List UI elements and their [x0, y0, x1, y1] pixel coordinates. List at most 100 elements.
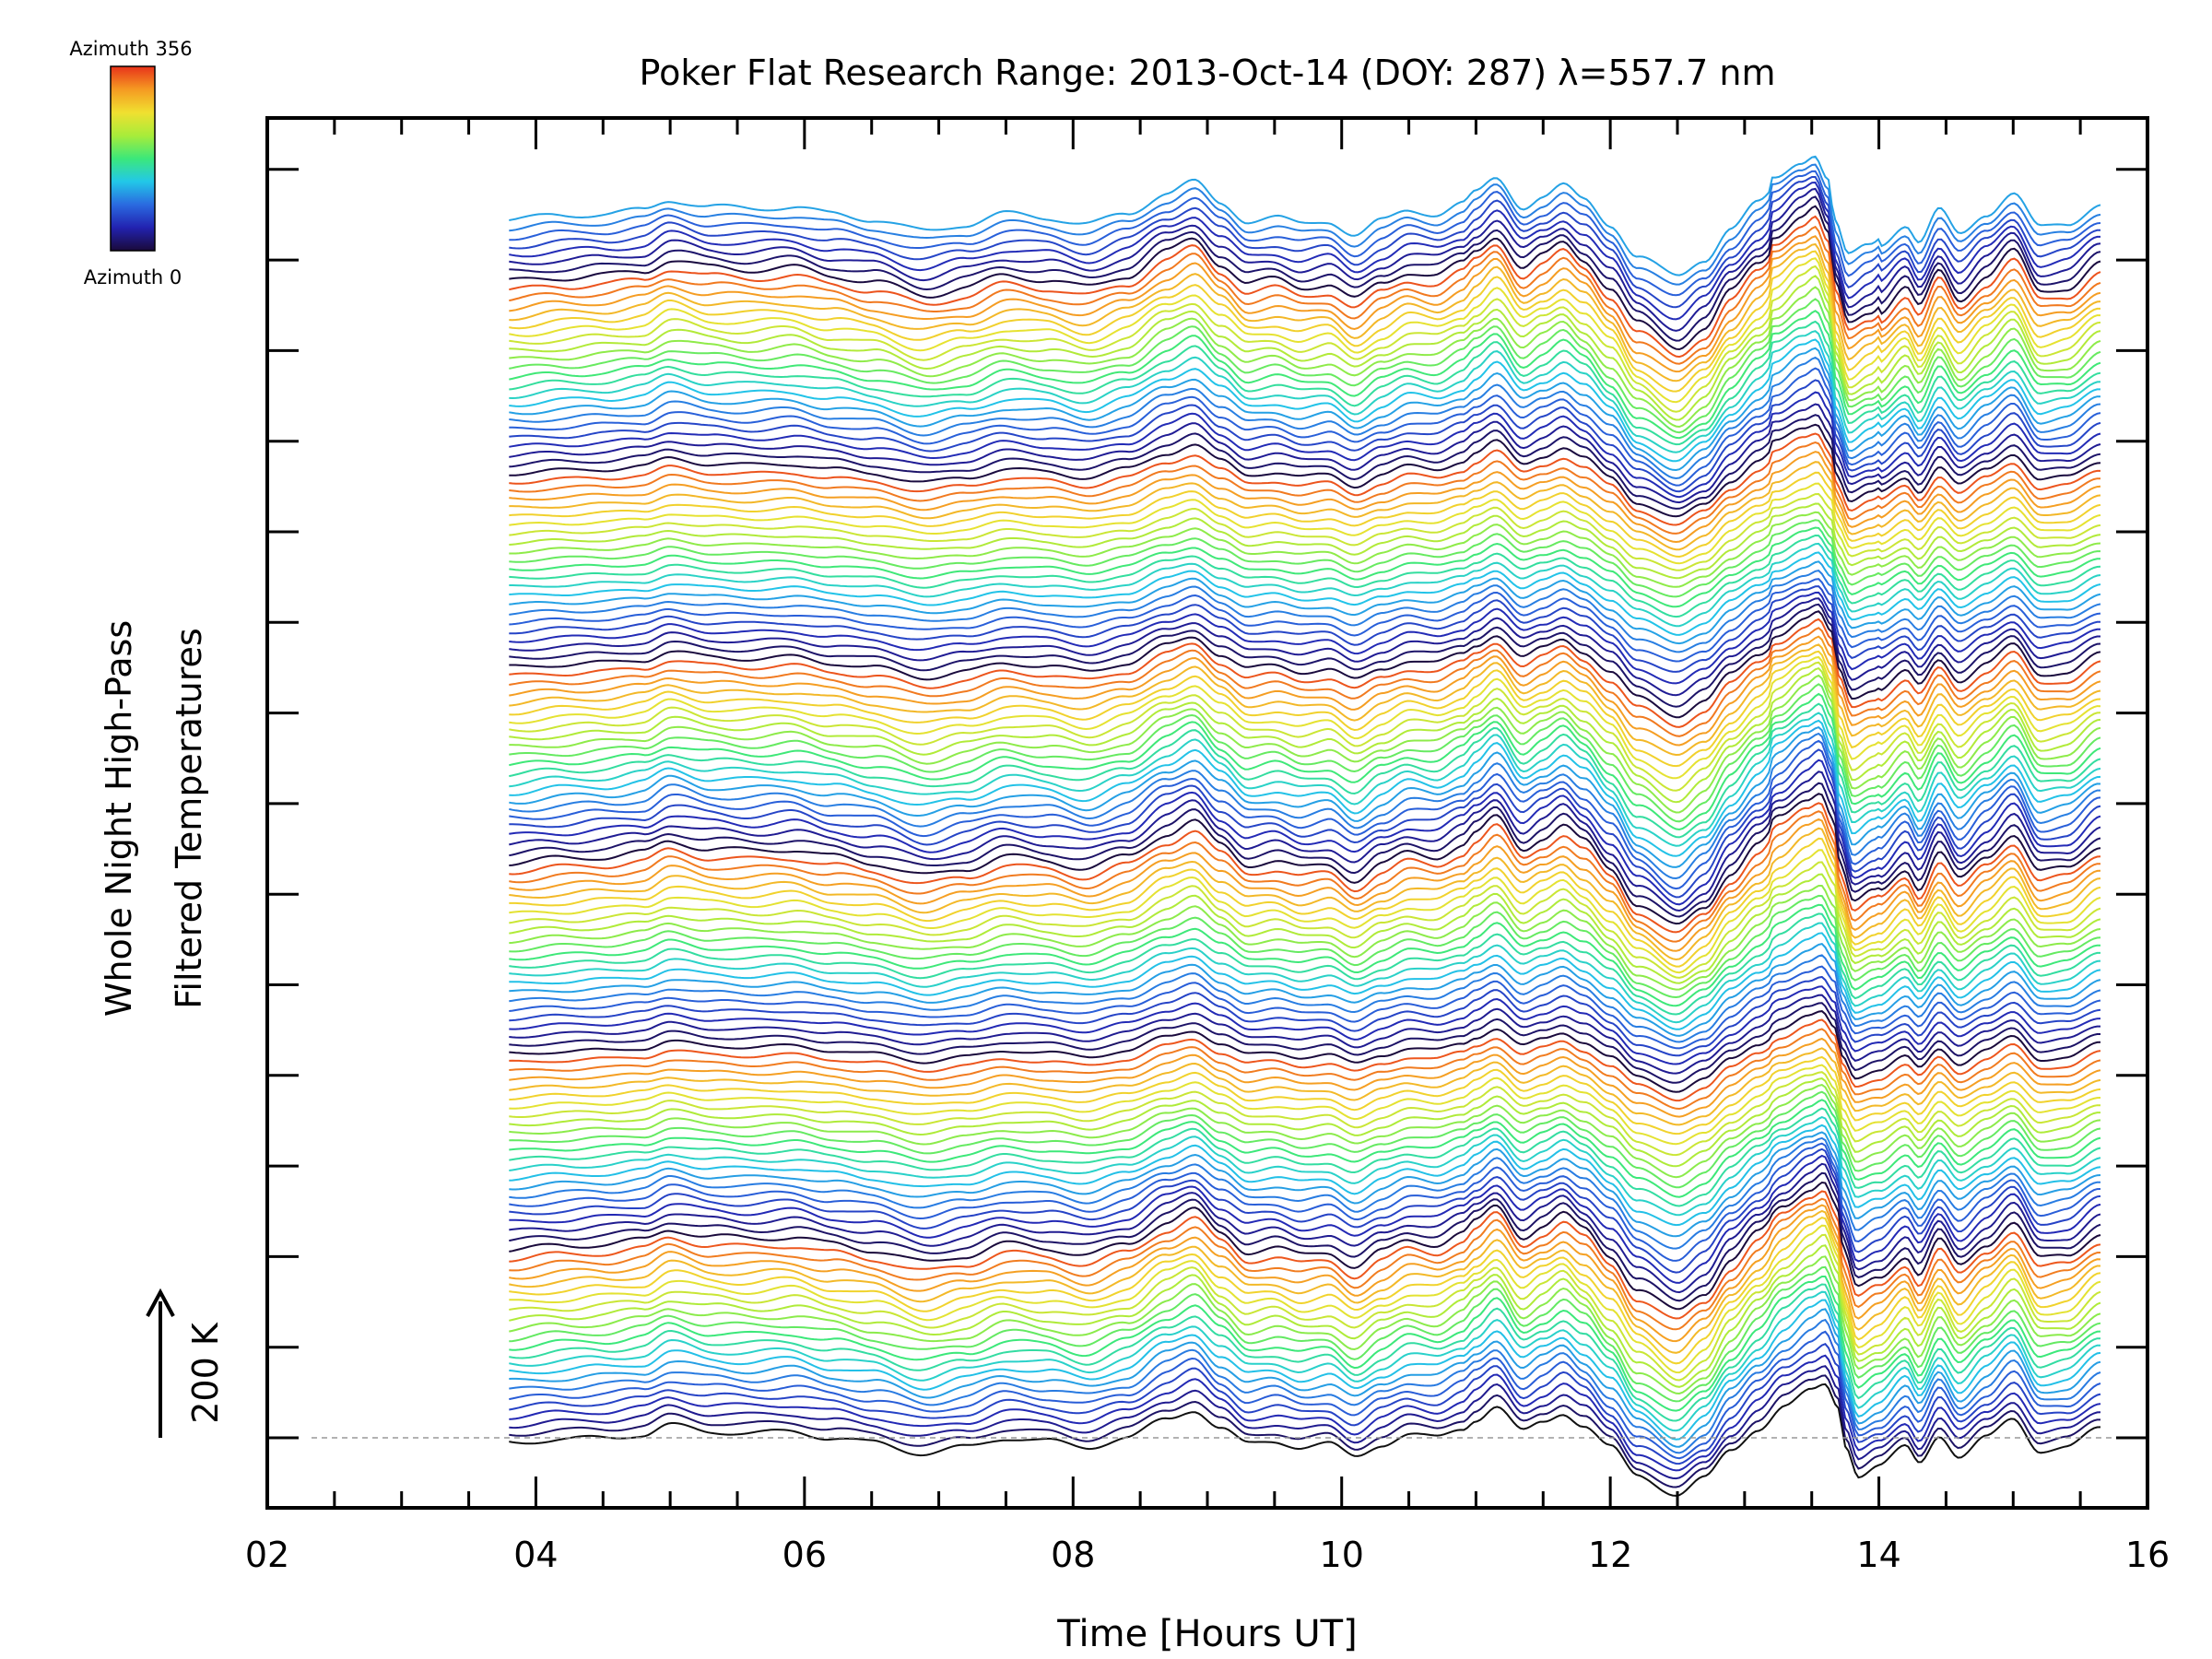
series-line-37: [509, 1071, 2100, 1157]
x-axis-label: Time [Hours UT]: [1056, 1613, 1357, 1655]
series-line-54: [509, 912, 2100, 1016]
series-line-95: [509, 560, 2101, 645]
series-line-108: [509, 441, 2100, 535]
y-axis-label-line2: Filtered Temperatures: [169, 628, 209, 1008]
series-line-49: [509, 965, 2101, 1050]
series-line-107: [509, 451, 2101, 544]
colorbar: [110, 65, 156, 252]
series-line-84: [509, 643, 2101, 757]
series-line-27: [509, 1142, 2101, 1262]
series-line-15: [509, 1233, 2101, 1382]
series-line-43: [509, 1018, 2101, 1102]
series-line-134: [509, 187, 2101, 332]
series-line-110: [509, 423, 2101, 518]
series-line-59: [509, 861, 2101, 979]
series-line-52: [509, 932, 2101, 1030]
series-line-132: [509, 205, 2101, 351]
series-line-45: [509, 1002, 2100, 1084]
series-line-131: [509, 215, 2101, 359]
series-line-104: [509, 482, 2101, 565]
series-line-87: [509, 618, 2101, 728]
series-line-3: [509, 1354, 2101, 1472]
series-layer: [509, 155, 2101, 1497]
series-line-56: [509, 894, 2101, 999]
series-line-128: [509, 242, 2101, 382]
x-tick-label: 04: [513, 1535, 558, 1575]
series-line-14: [509, 1244, 2101, 1388]
series-line-105: [509, 471, 2101, 559]
x-tick-label: 16: [2125, 1535, 2170, 1575]
series-line-57: [509, 885, 2101, 991]
series-line-91: [509, 591, 2100, 685]
series-line-74: [509, 719, 2101, 857]
series-line-17: [509, 1217, 2101, 1365]
series-line-46: [509, 994, 2100, 1075]
series-line-82: [509, 655, 2101, 780]
series-line-127: [509, 250, 2100, 393]
series-line-36: [509, 1077, 2100, 1168]
series-line-47: [509, 985, 2101, 1065]
series-line-130: [509, 225, 2101, 365]
series-line-88: [509, 610, 2101, 719]
series-line-136: [509, 176, 2100, 309]
series-line-29: [509, 1131, 2101, 1238]
series-line-112: [509, 403, 2101, 504]
series-line-41: [509, 1037, 2101, 1118]
series-line-19: [509, 1204, 2101, 1343]
series-line-58: [509, 873, 2101, 984]
series-line-0: [509, 1382, 2101, 1497]
series-line-18: [509, 1209, 2100, 1354]
series-line-1: [509, 1374, 2100, 1488]
series-line-94: [509, 570, 2101, 653]
scale-label: 200 K: [185, 1322, 226, 1424]
series-line-85: [509, 635, 2101, 747]
x-tick-label: 14: [1856, 1535, 1900, 1575]
series-line-83: [509, 650, 2101, 768]
series-line-139: [509, 155, 2101, 276]
series-line-7: [509, 1308, 2101, 1448]
x-tick-label: 12: [1588, 1535, 1632, 1575]
series-line-138: [509, 163, 2101, 286]
series-line-106: [509, 461, 2101, 551]
series-line-5: [509, 1330, 2101, 1460]
x-tick-label: 10: [1320, 1535, 1364, 1575]
series-line-96: [509, 551, 2101, 636]
series-line-25: [509, 1154, 2101, 1284]
series-line-99: [509, 526, 2100, 608]
series-line-2: [509, 1365, 2101, 1480]
x-tick-label: 06: [782, 1535, 827, 1575]
series-line-75: [509, 712, 2101, 847]
series-line-24: [509, 1162, 2101, 1294]
series-line-92: [509, 585, 2101, 673]
series-line-76: [509, 702, 2101, 839]
series-line-124: [509, 275, 2101, 421]
y-axis-label-line1: Whole Night High-Pass: [99, 620, 139, 1017]
series-line-42: [509, 1028, 2101, 1111]
series-line-31: [509, 1116, 2101, 1217]
tick-layer: [265, 118, 2149, 1508]
series-line-111: [509, 414, 2101, 510]
series-line-26: [509, 1147, 2101, 1274]
series-line-137: [509, 170, 2101, 297]
series-line-11: [509, 1276, 2101, 1412]
series-line-67: [509, 782, 2101, 918]
series-line-60: [509, 849, 2101, 974]
x-tick-labels: 02 04 06 08 10 12 14 16: [245, 1535, 2170, 1575]
series-line-35: [509, 1084, 2101, 1179]
series-line-135: [509, 181, 2100, 321]
series-line-48: [509, 975, 2101, 1057]
series-line-93: [509, 578, 2101, 663]
series-line-116: [509, 356, 2101, 480]
series-line-98: [509, 534, 2101, 618]
series-line-65: [509, 802, 2101, 934]
series-line-122: [509, 298, 2101, 434]
series-line-121: [509, 310, 2101, 440]
x-tick-label: 08: [1051, 1535, 1095, 1575]
series-line-119: [509, 330, 2101, 453]
series-line-55: [509, 903, 2100, 1007]
series-line-21: [509, 1190, 2101, 1320]
series-line-86: [509, 627, 2101, 737]
series-line-113: [509, 391, 2101, 499]
series-line-69: [509, 759, 2101, 906]
